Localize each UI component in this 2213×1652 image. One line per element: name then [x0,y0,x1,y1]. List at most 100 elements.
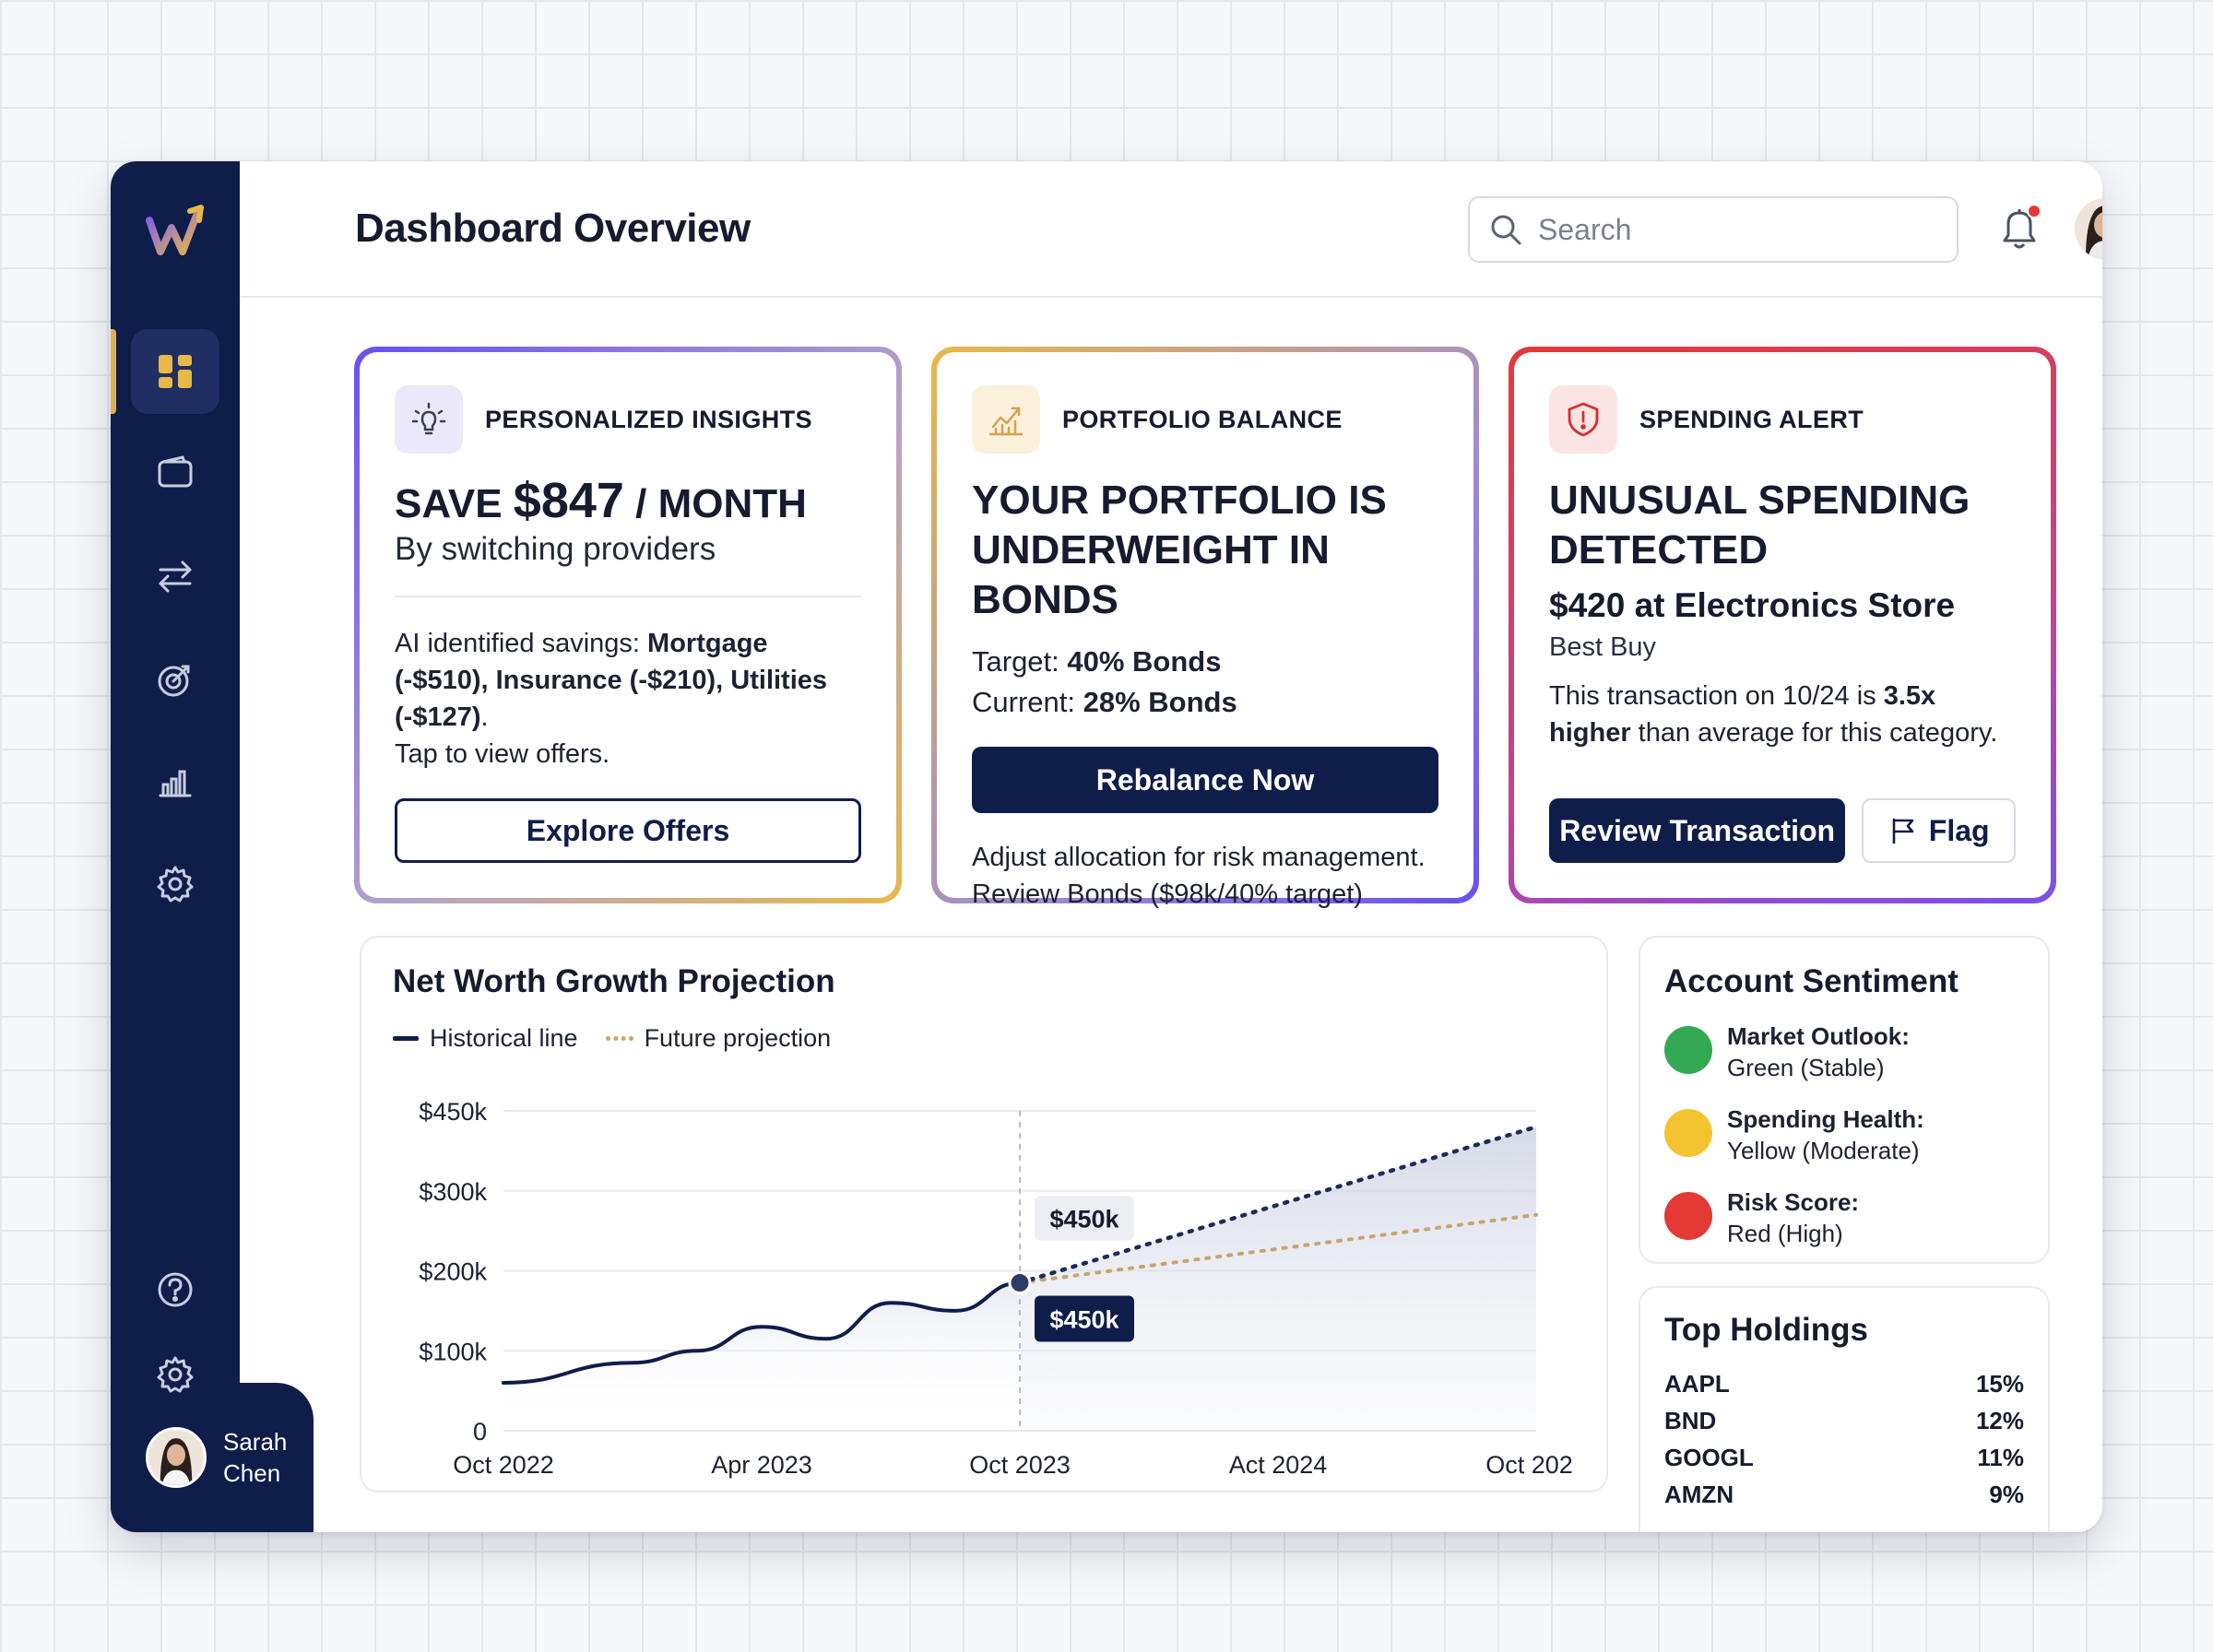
grid-icon [159,355,192,388]
chart-title: Net Worth Growth Projection [393,963,835,999]
sentiment-value: Green (Stable) [1727,1054,1885,1081]
help-icon [158,1272,193,1307]
review-transaction-button[interactable]: Review Transaction [1549,798,1846,863]
y-tick-label: $450k [419,1098,487,1126]
bell-icon[interactable] [1995,202,2043,255]
net-worth-chart: 0 $100k $200k $300k $450k Oct 2022 Apr 2023 Oct… [419,1098,1573,1479]
annotation-light-bg [1035,1196,1134,1241]
gear-icon [157,866,194,903]
search-icon [1491,215,1521,245]
y-tick-label: $100k [419,1338,487,1365]
notification-dot [2027,204,2041,218]
holding-ticker: AAPL [1664,1370,1730,1398]
holding-ticker: GOOGL [1664,1444,1754,1471]
sidebar-item-settings[interactable] [131,842,219,926]
historical-area [503,1282,1020,1431]
user-last-name: Chen [223,1459,281,1487]
top-holdings-panel: Top Holdings AAPL 15% BND 12% GOOGL 11% AMZN 9% [1639,1286,2050,1532]
status-dot [1664,1109,1712,1157]
alert-merchant: Best Buy [1549,632,1657,662]
sentiment-item: Risk Score: Red (High) [1664,1186,2024,1249]
sidebar-item-help[interactable] [131,1247,219,1332]
search-box[interactable] [1468,196,1959,263]
historical-line [502,1280,1022,1385]
sentiment-item: Market Outlook: Green (Stable) [1664,1021,2024,1083]
annotation-dark-bg [1035,1295,1134,1342]
flag-label: Flag [1928,813,1990,847]
insights-card: PERSONALIZED INSIGHTS SAVE $847 / MONTH … [354,347,902,903]
sentiment-label: Spending Health: [1727,1105,1924,1133]
annotation-label: $450k [1049,1306,1119,1334]
current-allocation: Current: 28% Bonds [972,686,1237,718]
holdings-title: Top Holdings [1664,1312,1868,1348]
holding-percent: 12% [1975,1407,2024,1434]
current-point [1008,1271,1032,1295]
sidebar-item-footer-settings[interactable] [131,1332,219,1417]
insights-headline: SAVE $847 / MONTH [395,473,807,528]
status-dot [1664,1026,1712,1074]
app-window: Sarah Chen Dashboard Overview [111,161,2102,1532]
x-tick-label: Oct 2023 [969,1451,1071,1479]
flag-button[interactable]: Flag [1862,798,2016,863]
projection-line-upper [1017,1125,1539,1285]
wallet-icon [158,455,193,488]
logo-icon [146,205,204,255]
explore-offers-button[interactable]: Explore Offers [395,798,861,863]
net-worth-chart-panel: Net Worth Growth Projection Historical l… [360,936,1608,1493]
user-first-name: Sarah [223,1428,288,1456]
lightbulb-icon [411,402,446,435]
card-label: PERSONALIZED INSIGHTS [485,405,812,433]
alert-amount: $420 at Electronics Store [1549,586,1956,624]
portfolio-headline: YOUR PORTFOLIO IS UNDERWEIGHT IN BONDS [972,478,1387,622]
legend-item-projection: Future projection [605,1024,831,1053]
arrows-icon [159,560,192,593]
insights-subtitle: By switching providers [395,531,716,567]
search-input[interactable] [1538,212,1944,247]
x-tick-label: Oct 2022 [453,1451,554,1479]
annotation-label: $450k [1049,1206,1119,1233]
insights-body: AI identified savings: Mortgage (-$510),… [395,629,828,769]
holding-row[interactable]: AMZN 9% [1664,1476,2024,1513]
x-tick-label: Act 2024 [1229,1451,1328,1479]
rebalance-now-button[interactable]: Rebalance Now [972,747,1438,813]
x-tick-label: Apr 2023 [711,1451,812,1479]
flag-icon [1892,818,1914,844]
sidebar-footer [111,1383,314,1532]
portfolio-card: PORTFOLIO BALANCE YOUR PORTFOLIO IS UNDE… [931,347,1479,909]
target-allocation: Target: 40% Bonds [972,645,1222,678]
alert-body: This transaction on 10/24 is 3.5x higher… [1549,681,1998,748]
portfolio-note: Adjust allocation for risk management. R… [972,843,1426,909]
sidebar-item-dashboard[interactable] [131,329,219,414]
y-tick-label: $300k [419,1178,487,1206]
sidebar-item-analytics[interactable] [131,738,219,823]
sidebar-item-goals[interactable] [131,637,219,722]
card-label: SPENDING ALERT [1639,405,1864,433]
sentiment-item: Spending Health: Yellow (Moderate) [1664,1103,2024,1166]
sentiment-label: Market Outlook: [1727,1022,1910,1050]
sidebar-item-wallet[interactable] [131,431,219,515]
y-tick-label: $200k [419,1258,487,1286]
alert-headline: UNUSUAL SPENDING DETECTED [1549,478,1970,572]
sentiment-label: Risk Score: [1727,1188,1860,1216]
status-dot [1664,1192,1712,1240]
bar-chart-icon [159,770,192,797]
sentiment-value: Red (High) [1727,1220,1843,1247]
holding-ticker: BND [1664,1407,1717,1434]
sidebar-user[interactable]: Sarah Chen [146,1426,287,1489]
projection-area [1020,1127,1536,1431]
holding-row[interactable]: BND 12% [1664,1402,2024,1439]
card-label: PORTFOLIO BALANCE [1062,405,1343,433]
holding-percent: 15% [1975,1370,2024,1398]
target-icon [158,665,190,697]
holding-row[interactable]: GOOGL 11% [1664,1439,2024,1476]
growth-chart-icon [988,407,1024,436]
header [240,161,2102,298]
chart-legend: Historical line Future projection [393,1024,1575,1053]
holding-percent: 11% [1977,1444,2024,1471]
x-tick-label: Oct 2024 [1485,1451,1573,1479]
sidebar-item-transfers[interactable] [131,534,219,619]
holding-row[interactable]: AAPL 15% [1664,1365,2024,1402]
page-title: Dashboard Overview [355,206,751,251]
holding-ticker: AMZN [1664,1481,1734,1508]
holding-percent: 9% [1989,1481,2024,1508]
